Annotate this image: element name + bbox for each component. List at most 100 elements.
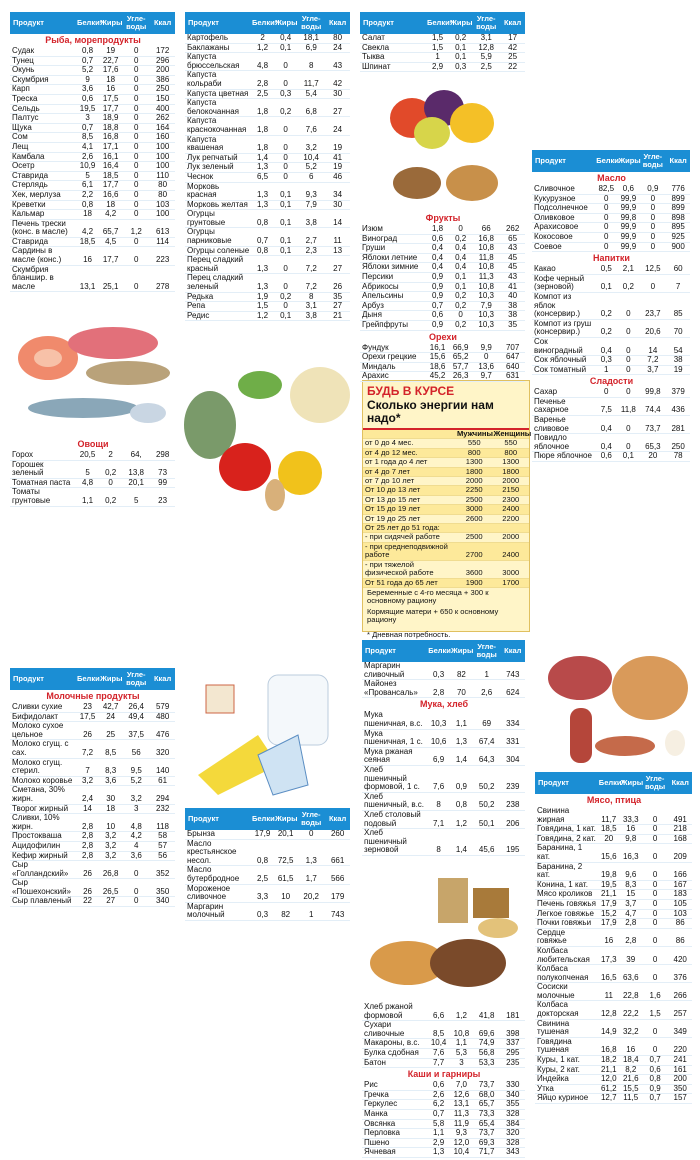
- product-name: Компот из яблок (консервир.): [532, 292, 596, 320]
- product-name: Творог жирный: [10, 804, 76, 815]
- product-row: Мука ржаная сеяная 6,9 1,4 64,3 304: [362, 747, 525, 766]
- product-row: Миндаль 18,6 57,7 13,6 640: [360, 362, 525, 373]
- product-row: Сыр «Голландский» 26 26,8 0 352: [10, 860, 175, 880]
- value-cell: 11,8: [472, 253, 501, 264]
- header-cell: Продукт: [185, 808, 251, 830]
- value-cell: 20,1: [122, 478, 151, 489]
- value-cell: 1,1: [427, 1128, 451, 1139]
- value-cell: 349: [668, 1019, 692, 1038]
- product-name: Булка сдобная: [362, 1048, 428, 1059]
- product-name: Масло бутербродное: [185, 866, 251, 885]
- product-name: Печенье сахарное: [532, 397, 596, 417]
- product-row: Абрикосы 0,9 0,1 10,8 41: [360, 282, 525, 293]
- header-cell: Угле-воды: [122, 668, 151, 690]
- product-row: Пшено 2,9 12,0 69,3 328: [362, 1138, 525, 1149]
- value-cell: 925: [666, 232, 690, 243]
- product-name: Сахар: [532, 387, 596, 398]
- product-row: Сок томатный 1 0 3,7 19: [532, 365, 690, 376]
- value-cell: 26: [76, 721, 100, 741]
- value-cell: 0: [641, 909, 669, 920]
- value-cell: 476: [150, 721, 175, 741]
- value-cell: 8,5: [99, 739, 123, 759]
- product-row: Утка 61,2 15,5 0,9 350: [535, 1084, 692, 1095]
- value-cell: 0: [595, 387, 618, 398]
- value-cell: 26,4: [122, 702, 151, 713]
- energy-value: 2400: [492, 542, 529, 561]
- product-name: Хлеб пшеничный зерновой: [362, 828, 428, 856]
- product-row: Сердце говяжье 16 2,8 0 86: [535, 928, 692, 947]
- value-cell: 0: [595, 223, 618, 233]
- dairy-illustration: [198, 674, 329, 796]
- value-cell: 743: [325, 902, 350, 921]
- value-cell: 250: [666, 433, 690, 453]
- value-cell: 22: [76, 897, 100, 908]
- value-cell: 0: [595, 232, 618, 243]
- product-name: Редька: [185, 292, 251, 303]
- nutrition-block: Продукт Белки* Жиры Угле-воды Ккал Картофель 2…: [185, 12, 350, 322]
- value-cell: 26,8: [99, 860, 123, 880]
- value-cell: 2,8: [427, 679, 451, 699]
- product-row: Печень трески (конс. в масле) 4,2 65,7 1,2 6…: [10, 219, 175, 238]
- value-cell: 0,6: [426, 234, 450, 245]
- product-name: Хлеб ржаной формовой: [362, 1002, 428, 1022]
- nutrition-table: Фрукты Изюм 1,8 0 66 262 Виноград 0,6 0,2 16,8 65 Г…: [360, 212, 525, 382]
- product-name: Хек, мерлуза: [10, 190, 76, 201]
- value-cell: 26: [76, 878, 100, 898]
- energy-row: от 1 года до 4 лет 1300 1300: [363, 457, 529, 468]
- section-title: Фрукты: [425, 213, 461, 223]
- header-cell: Жиры: [617, 150, 641, 172]
- value-cell: 3: [450, 1058, 473, 1069]
- value-cell: 2,8: [76, 832, 100, 842]
- product-row: Сок яблочный 0,3 0 7,2 38: [532, 355, 690, 366]
- product-name: Шпинат: [360, 62, 426, 73]
- product-name: Утка: [535, 1084, 598, 1095]
- product-row: Подсолнечное 0 99,9 0 899: [532, 204, 690, 214]
- product-name: Яйцо куриное: [535, 1094, 598, 1104]
- table-body: Брынза 17,9 20,1 0 260 Масло крестьянское нес…: [185, 829, 350, 921]
- value-cell: 900: [666, 242, 690, 253]
- product-row: Сливки, 10% жирн. 2,8 10 4,8 118: [10, 813, 175, 833]
- header-cell: Ккал: [668, 772, 692, 794]
- value-cell: 0: [274, 116, 298, 136]
- value-cell: 3,6: [122, 851, 151, 862]
- section-row: Каши и гарниры: [362, 1068, 525, 1082]
- value-cell: 2: [251, 33, 275, 44]
- energy-footnote: * Дневная потребность.: [367, 629, 451, 639]
- value-cell: 12,5: [639, 264, 667, 275]
- product-row: Огурцы соленые 0,8 0,1 2,3 13: [185, 246, 350, 257]
- value-cell: 11,7: [597, 807, 620, 826]
- table-body: Масло Сливочное 82,5 0,6 0,9 776 Кукурузное 0 99…: [532, 172, 690, 463]
- product-row: Маргарин сливочный 0,3 82 1 743: [362, 661, 525, 681]
- value-cell: 3,8: [297, 311, 326, 322]
- energy-note: Кормящие матери + 650 к основному рацион…: [367, 606, 499, 625]
- energy-age: - при сидячей работе: [363, 533, 456, 543]
- value-cell: 0: [617, 319, 640, 338]
- value-cell: 30: [325, 89, 350, 100]
- value-cell: 0,6: [641, 1065, 669, 1076]
- product-name: Миндаль: [360, 362, 426, 373]
- value-cell: 65: [500, 234, 525, 245]
- value-cell: 11,3: [450, 1109, 473, 1120]
- product-row: Молоко сгущ. стерил. 7 8,3 9,5 140: [10, 758, 175, 777]
- product-name: Бифидолакт: [10, 712, 76, 723]
- value-cell: 46: [325, 172, 350, 183]
- value-cell: 3: [76, 114, 100, 124]
- value-cell: 0: [122, 85, 151, 95]
- value-cell: 32,2: [619, 1019, 642, 1038]
- value-cell: 5: [76, 460, 100, 479]
- table-header: Продукт Белки Жиры Угле-воды Ккал: [532, 150, 690, 172]
- value-cell: 613: [150, 219, 175, 238]
- value-cell: 18,5: [99, 171, 123, 182]
- product-row: Капуста цветная 2,5 0,3 5,4 30: [185, 89, 350, 100]
- value-cell: 74,9: [472, 1039, 501, 1049]
- value-cell: 45: [500, 253, 525, 264]
- product-name: Кальмар: [10, 209, 76, 220]
- value-cell: 17,6: [99, 66, 123, 76]
- product-row: Морковь желтая 1,3 0,1 7,9 30: [185, 200, 350, 211]
- value-cell: 19,5: [597, 880, 620, 891]
- value-cell: 0: [595, 242, 618, 253]
- value-cell: 1,3: [251, 182, 275, 201]
- value-cell: 1,3: [251, 163, 275, 173]
- value-cell: 27: [325, 302, 350, 312]
